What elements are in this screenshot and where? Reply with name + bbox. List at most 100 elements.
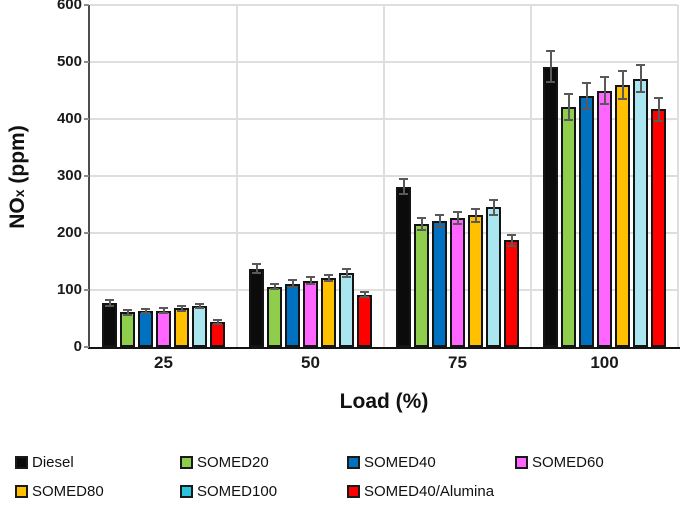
legend-swatch-SOMED20 bbox=[180, 456, 193, 469]
error-bar-cap-top bbox=[123, 308, 132, 311]
error-bar-line bbox=[363, 291, 366, 298]
bar-SOMED60-50 bbox=[303, 280, 318, 347]
error-bar-cap-top bbox=[252, 263, 261, 266]
error-bar-line bbox=[255, 264, 258, 274]
error-bar-cap-bottom bbox=[252, 272, 261, 275]
legend-label: SOMED60 bbox=[532, 454, 604, 471]
error-bar-cap-bottom bbox=[342, 276, 351, 279]
bar-SOMED80-75 bbox=[468, 215, 483, 347]
x-axis-line bbox=[88, 347, 680, 349]
y-tick-label: 100 bbox=[56, 281, 82, 298]
error-bar-line bbox=[567, 94, 570, 120]
error-bar-line bbox=[345, 269, 348, 278]
error-bar-line bbox=[657, 97, 660, 121]
error-bar-line bbox=[198, 303, 201, 309]
y-tick-label: 0 bbox=[73, 338, 82, 355]
error-bar-cap-bottom bbox=[489, 213, 498, 216]
y-axis-tick bbox=[84, 4, 89, 6]
error-bar-cap-bottom bbox=[306, 283, 315, 286]
error-bar-line bbox=[420, 217, 423, 231]
error-bar-cap-bottom bbox=[270, 288, 279, 291]
error-bar-cap-top bbox=[213, 319, 222, 322]
error-bar-cap-bottom bbox=[471, 220, 480, 223]
error-bar-line bbox=[639, 65, 642, 92]
bar-SOMED20-75 bbox=[414, 223, 429, 347]
error-bar-cap-top bbox=[399, 178, 408, 181]
error-bar-cap-top bbox=[582, 81, 591, 84]
bar-SOMED100-50 bbox=[339, 273, 354, 347]
error-bar-cap-top bbox=[471, 208, 480, 211]
error-bar-cap-bottom bbox=[324, 280, 333, 283]
bar-SOMED40/Alumina-25 bbox=[210, 321, 225, 347]
y-axis-tick bbox=[84, 118, 89, 120]
legend-swatch-SOMED100 bbox=[180, 485, 193, 498]
error-bar-cap-bottom bbox=[600, 103, 609, 106]
legend-item-SOMED80: SOMED80 bbox=[15, 483, 104, 500]
error-bar-line bbox=[438, 214, 441, 228]
error-bar-line bbox=[510, 235, 513, 246]
legend-swatch-SOMED40 bbox=[347, 456, 360, 469]
error-bar-line bbox=[162, 308, 165, 313]
error-bar-line bbox=[549, 51, 552, 82]
bar-Diesel-50 bbox=[249, 268, 264, 347]
error-bar-cap-bottom bbox=[141, 312, 150, 315]
bar-SOMED60-25 bbox=[156, 310, 171, 347]
y-axis-line bbox=[88, 5, 90, 347]
error-bar-cap-bottom bbox=[123, 313, 132, 316]
bar-SOMED100-75 bbox=[486, 207, 501, 347]
bar-Diesel-75 bbox=[396, 186, 411, 347]
plot-area bbox=[88, 4, 680, 349]
legend-label: Diesel bbox=[32, 454, 74, 471]
error-bar-cap-top bbox=[435, 213, 444, 216]
error-bar-cap-bottom bbox=[453, 223, 462, 226]
legend-item-SOMED40/Alumina: SOMED40/Alumina bbox=[347, 483, 494, 500]
error-bar-cap-bottom bbox=[618, 98, 627, 101]
legend-label: SOMED100 bbox=[197, 483, 278, 500]
legend-swatch-SOMED40/Alumina bbox=[347, 485, 360, 498]
bar-SOMED40-25 bbox=[138, 311, 153, 347]
legend-label: SOMED20 bbox=[197, 454, 269, 471]
error-bar-cap-bottom bbox=[582, 107, 591, 110]
error-bar-cap-top bbox=[564, 93, 573, 96]
error-bar-cap-bottom bbox=[546, 80, 555, 83]
error-bar-cap-top bbox=[618, 69, 627, 72]
error-bar-cap-top bbox=[600, 75, 609, 78]
y-axis-title-subscript: x bbox=[11, 189, 27, 198]
y-axis-tick bbox=[84, 175, 89, 177]
error-bar-line bbox=[144, 308, 147, 314]
error-bar-cap-top bbox=[306, 276, 315, 279]
error-bar-line bbox=[492, 199, 495, 215]
error-bar-cap-bottom bbox=[564, 118, 573, 121]
error-bar-cap-bottom bbox=[507, 244, 516, 247]
bar-SOMED40/Alumina-50 bbox=[357, 294, 372, 347]
error-bar-cap-top bbox=[141, 307, 150, 310]
y-tick-label: 400 bbox=[56, 110, 82, 127]
error-bar-line bbox=[216, 320, 219, 324]
bar-SOMED40-100 bbox=[579, 95, 594, 347]
bar-SOMED80-100 bbox=[615, 84, 630, 347]
error-bar-cap-bottom bbox=[288, 286, 297, 289]
legend-label: SOMED40 bbox=[364, 454, 436, 471]
bar-SOMED20-50 bbox=[267, 286, 282, 347]
legend-label: SOMED40/Alumina bbox=[364, 483, 495, 500]
legend-item-SOMED40: SOMED40 bbox=[347, 454, 436, 471]
error-bar-cap-bottom bbox=[654, 119, 663, 122]
legend-item-SOMED100: SOMED100 bbox=[180, 483, 277, 500]
error-bar-line bbox=[474, 209, 477, 222]
error-bar-cap-bottom bbox=[213, 322, 222, 325]
y-axis-tick bbox=[84, 346, 89, 348]
x-axis-title: Load (%) bbox=[339, 390, 429, 413]
legend-label: SOMED80 bbox=[32, 483, 104, 500]
bar-SOMED40/Alumina-75 bbox=[504, 240, 519, 347]
error-bar-cap-top bbox=[288, 279, 297, 282]
gridline-vertical bbox=[530, 5, 532, 347]
error-bar-cap-top bbox=[195, 302, 204, 305]
x-tick-label: 25 bbox=[154, 353, 173, 372]
error-bar-cap-top bbox=[453, 210, 462, 213]
error-bar-cap-top bbox=[636, 64, 645, 67]
y-tick-label: 300 bbox=[56, 167, 82, 184]
gridline-vertical bbox=[677, 5, 679, 347]
bar-SOMED80-25 bbox=[174, 308, 189, 347]
y-tick-label: 600 bbox=[56, 0, 82, 13]
legend-swatch-SOMED80 bbox=[15, 485, 28, 498]
